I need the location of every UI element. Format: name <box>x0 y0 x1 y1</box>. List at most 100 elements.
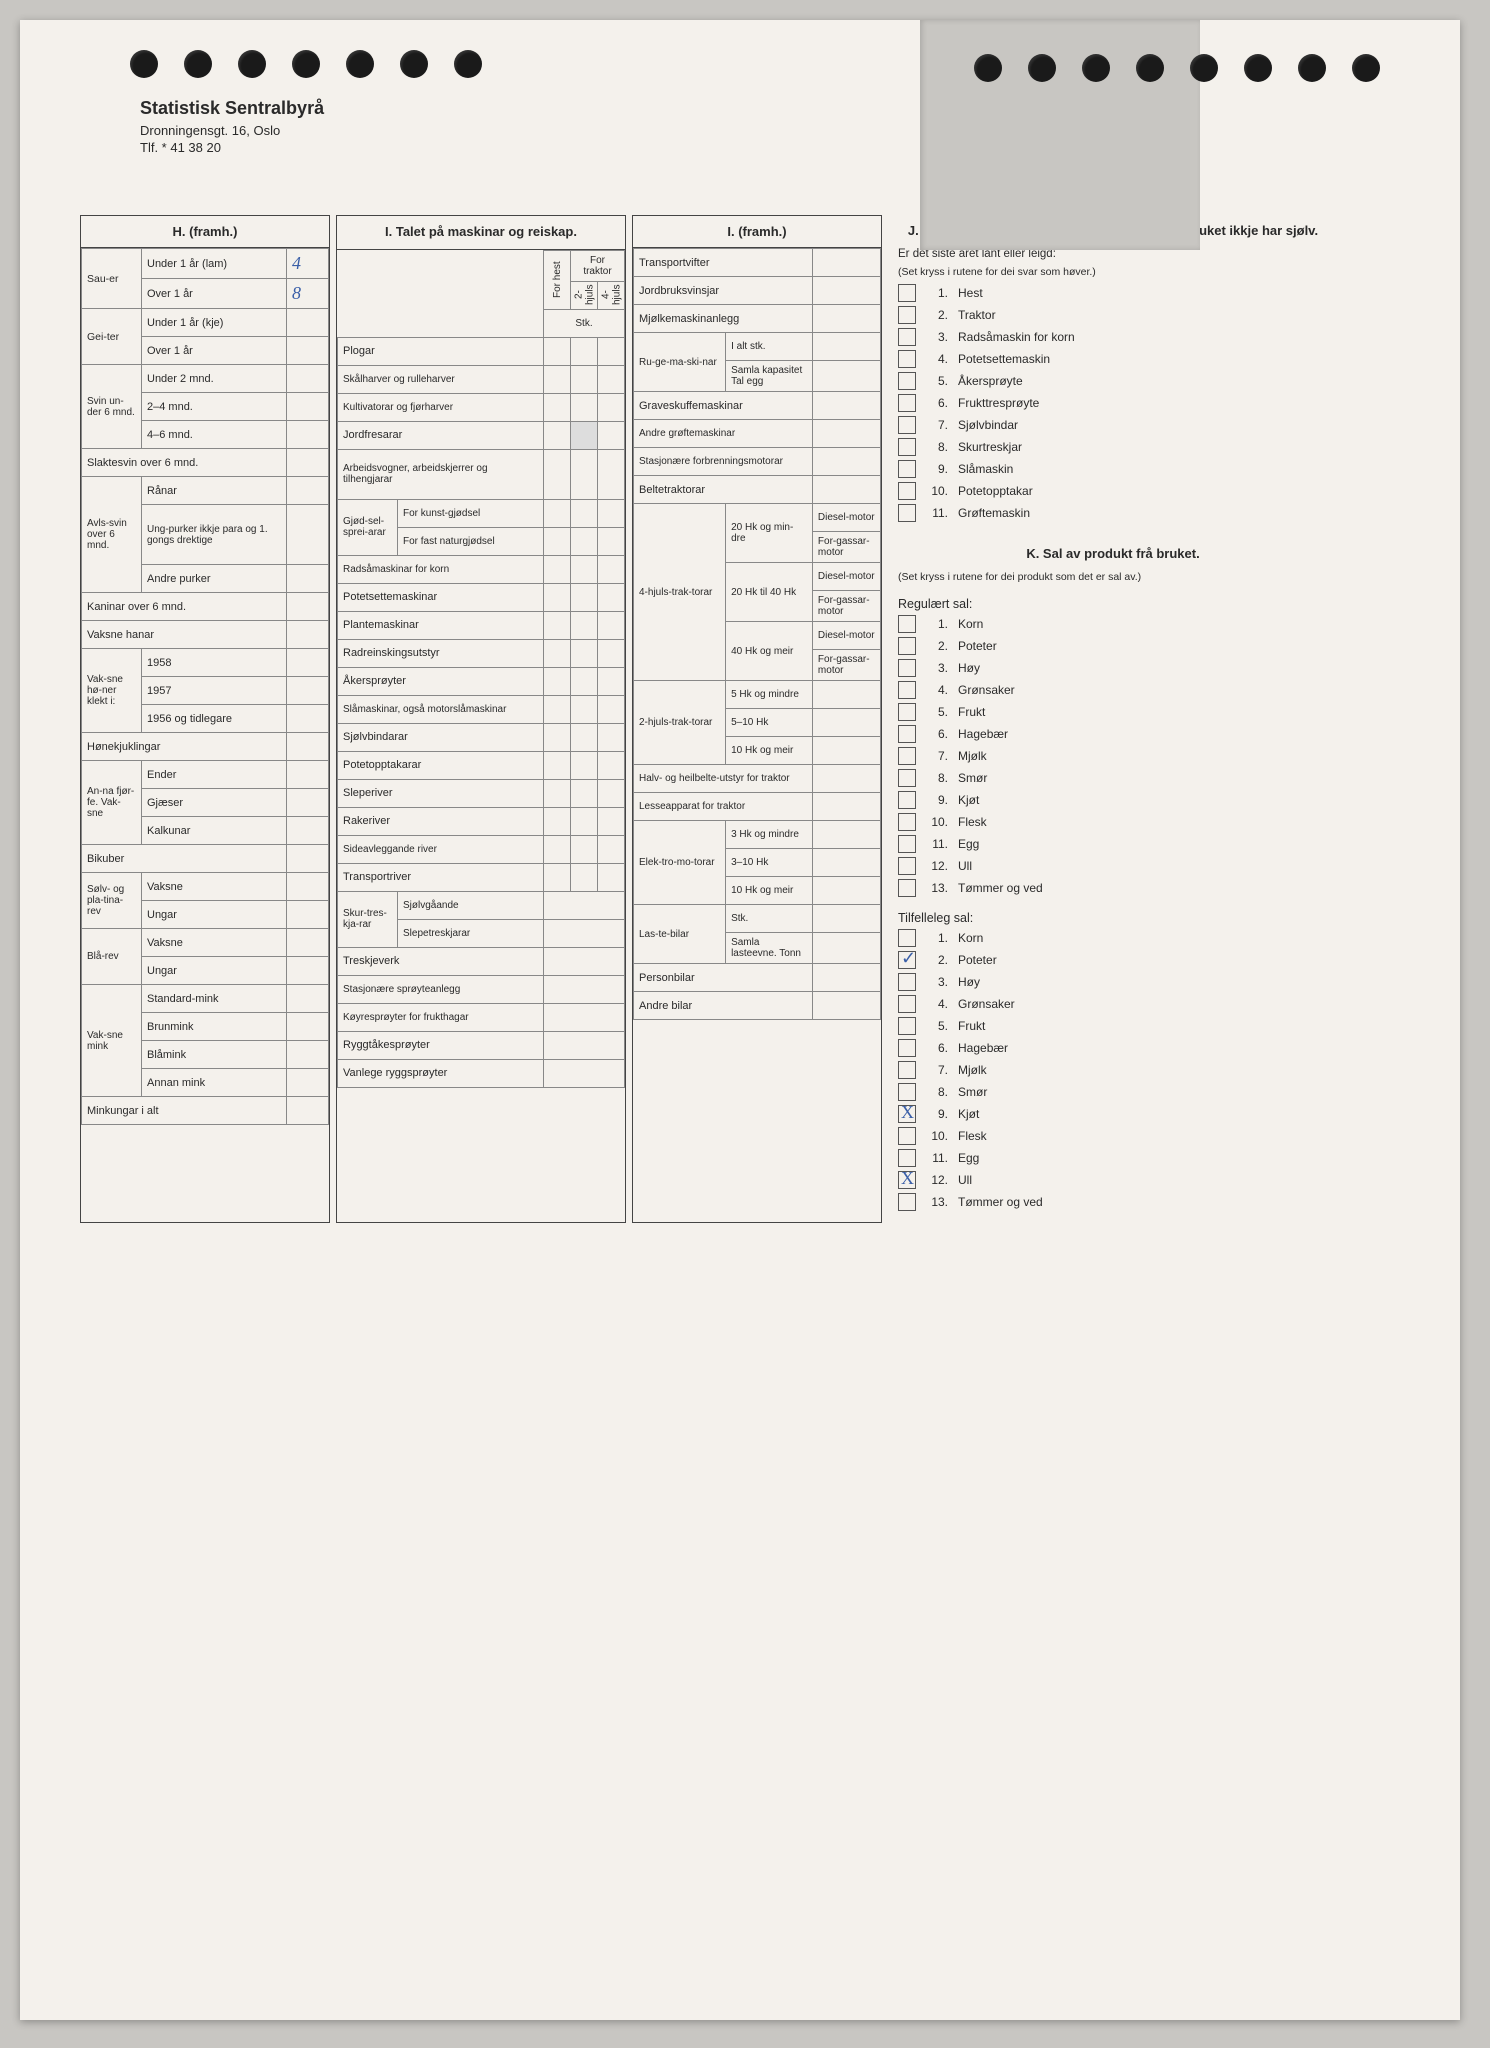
list-item: 10.Flesk <box>898 1127 1328 1145</box>
checkbox[interactable] <box>898 769 916 787</box>
checkbox[interactable] <box>898 284 916 302</box>
item-number: 5. <box>926 1019 948 1033</box>
item-label: Frukttresprøyte <box>958 396 1039 410</box>
checkbox[interactable] <box>898 1083 916 1101</box>
checkbox[interactable] <box>898 394 916 412</box>
colhead-2hjuls: 2-hjuls <box>571 281 598 309</box>
trak4-g0-diesel: Diesel-motor <box>812 504 880 532</box>
item-label: Grøftemaskin <box>958 506 1030 520</box>
checkbox[interactable] <box>898 1017 916 1035</box>
checkbox[interactable] <box>898 835 916 853</box>
andrebilar: Andre bilar <box>634 992 813 1020</box>
item-number: 9. <box>926 1107 948 1121</box>
item-label: Kjøt <box>958 793 979 807</box>
checkbox[interactable] <box>898 637 916 655</box>
list-item: 3.Høy <box>898 659 1328 677</box>
i3-vanlegerygg: Vanlege ryggsprøyter <box>338 1059 544 1087</box>
item-label: Korn <box>958 931 983 945</box>
list-item: 13.Tømmer og ved <box>898 1193 1328 1211</box>
item-label: Frukt <box>958 705 985 719</box>
ungpurker-label: Ung-purker ikkje para og 1. gongs drekti… <box>142 505 287 565</box>
i-item-skalharver: Skålharver og rulleharver <box>338 365 544 393</box>
item-number: 7. <box>926 418 948 432</box>
checkbox[interactable] <box>898 416 916 434</box>
checkbox[interactable] <box>898 681 916 699</box>
item-number: 11. <box>926 1151 948 1165</box>
list-item: 9.Slåmaskin <box>898 460 1328 478</box>
checkbox[interactable] <box>898 1061 916 1079</box>
geiter-label: Gei-ter <box>82 309 142 365</box>
honer-row-2: 1956 og tidlegare <box>142 705 287 733</box>
checkbox[interactable] <box>898 747 916 765</box>
checkbox[interactable] <box>898 659 916 677</box>
section-i-title: I. Talet på maskinar og reiskap. <box>337 216 625 250</box>
checkbox[interactable]: ✓ <box>898 951 916 969</box>
trak4-g2-hk: 40 Hk og meir <box>726 622 813 681</box>
item-label: Hest <box>958 286 983 300</box>
item-label: Grønsaker <box>958 997 1015 1011</box>
checkbox[interactable] <box>898 615 916 633</box>
item-number: 2. <box>926 308 948 322</box>
checkbox[interactable] <box>898 813 916 831</box>
vaksnehanar-label: Vaksne hanar <box>82 621 287 649</box>
trak4-g2-forgass: For-gassar-motor <box>812 650 880 681</box>
trak4-g1-hk: 20 Hk til 40 Hk <box>726 563 813 622</box>
svin-row-0-value <box>287 365 329 393</box>
i2-slamaskinar: Slåmaskinar, også motorslåmaskinar <box>338 695 544 723</box>
checkbox[interactable] <box>898 460 916 478</box>
item-label: Smør <box>958 771 987 785</box>
checkbox[interactable]: X <box>898 1171 916 1189</box>
checkbox[interactable] <box>898 879 916 897</box>
item-label: Egg <box>958 837 979 851</box>
checkbox[interactable] <box>898 857 916 875</box>
list-item: 10.Flesk <box>898 813 1328 831</box>
rugemask-label: Ru-ge-ma-ski-nar <box>634 333 726 392</box>
checkbox[interactable] <box>898 504 916 522</box>
checkbox[interactable] <box>898 995 916 1013</box>
form-grid: H. (framh.) Sau-er Under 1 år (lam) 4 Ov… <box>80 215 1400 1223</box>
beltetraktorar: Beltetraktorar <box>634 476 813 504</box>
item-number: 2. <box>926 953 948 967</box>
halvbelte: Halv- og heilbelte-utstyr for traktor <box>634 765 813 793</box>
i2-radreinsking: Radreinskingsutstyr <box>338 639 544 667</box>
skurtres-label: Skur-tres-kja-rar <box>338 891 398 947</box>
checkbox[interactable] <box>898 1039 916 1057</box>
checkbox[interactable] <box>898 1127 916 1145</box>
checkbox[interactable] <box>898 1193 916 1211</box>
section-jk: J. Lån og leige av trekkraft og maskinar… <box>888 215 1338 1223</box>
svin-row-1-label: 2–4 mnd. <box>142 393 287 421</box>
kalkunar-label: Kalkunar <box>142 817 287 845</box>
checkbox[interactable] <box>898 703 916 721</box>
trak2-r1: 5–10 Hk <box>726 709 813 737</box>
list-item: 5.Frukt <box>898 1017 1328 1035</box>
checkbox[interactable] <box>898 350 916 368</box>
checkbox[interactable] <box>898 1149 916 1167</box>
checkbox[interactable] <box>898 725 916 743</box>
checkbox[interactable] <box>898 929 916 947</box>
checkbox[interactable] <box>898 482 916 500</box>
trak4-g0-forgass: For-gassar-motor <box>812 532 880 563</box>
checkbox[interactable] <box>898 973 916 991</box>
checkbox[interactable]: X <box>898 1105 916 1123</box>
item-label: Høy <box>958 661 980 675</box>
section-i2-title: I. (framh.) <box>633 216 881 248</box>
checkbox[interactable] <box>898 791 916 809</box>
item-label: Potetopptakar <box>958 484 1033 498</box>
list-item: 2.Traktor <box>898 306 1328 324</box>
mink-standard: Standard-mink <box>142 985 287 1013</box>
andrepurker-label: Andre purker <box>142 565 287 593</box>
item-label: Grønsaker <box>958 683 1015 697</box>
item-label: Poteter <box>958 639 997 653</box>
item-number: 3. <box>926 975 948 989</box>
item-number: 4. <box>926 683 948 697</box>
checkbox[interactable] <box>898 306 916 324</box>
checkbox[interactable] <box>898 438 916 456</box>
checkbox[interactable] <box>898 328 916 346</box>
checkbox[interactable] <box>898 372 916 390</box>
k-regular-head: Regulært sal: <box>898 597 1328 611</box>
list-item: X9.Kjøt <box>898 1105 1328 1123</box>
org-address: Dronningensgt. 16, Oslo <box>140 123 1400 138</box>
list-item: 13.Tømmer og ved <box>898 879 1328 897</box>
org-name: Statistisk Sentralbyrå <box>140 98 1400 119</box>
section-h: H. (framh.) Sau-er Under 1 år (lam) 4 Ov… <box>80 215 330 1223</box>
